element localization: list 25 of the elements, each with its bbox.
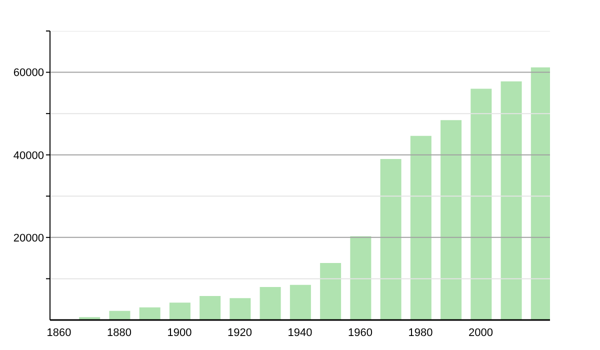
bar (470, 88, 492, 320)
bar (500, 81, 522, 320)
x-tick-label: 2000 (468, 326, 493, 339)
x-tick-label: 1980 (408, 326, 433, 339)
x-tick-label: 1880 (107, 326, 132, 339)
bar (440, 120, 462, 320)
bar (410, 136, 432, 320)
x-tick-label: 1940 (288, 326, 312, 339)
bar (380, 158, 402, 320)
bar (350, 236, 372, 320)
x-tick-label: 1960 (348, 326, 372, 339)
bar (230, 298, 251, 320)
y-tick-label: 40000 (13, 150, 44, 162)
y-tick-label: 20000 (13, 232, 44, 244)
bar (260, 286, 281, 320)
x-tick-label: 1920 (228, 326, 252, 339)
bar (290, 284, 311, 320)
bar (200, 296, 221, 320)
bar (320, 263, 342, 320)
y-tick-label: 60000 (13, 67, 44, 80)
x-tick-label: 1900 (167, 326, 192, 339)
x-tick-label: 1860 (46, 326, 72, 339)
bar (109, 310, 130, 320)
bar (139, 307, 160, 320)
bar (169, 302, 190, 320)
